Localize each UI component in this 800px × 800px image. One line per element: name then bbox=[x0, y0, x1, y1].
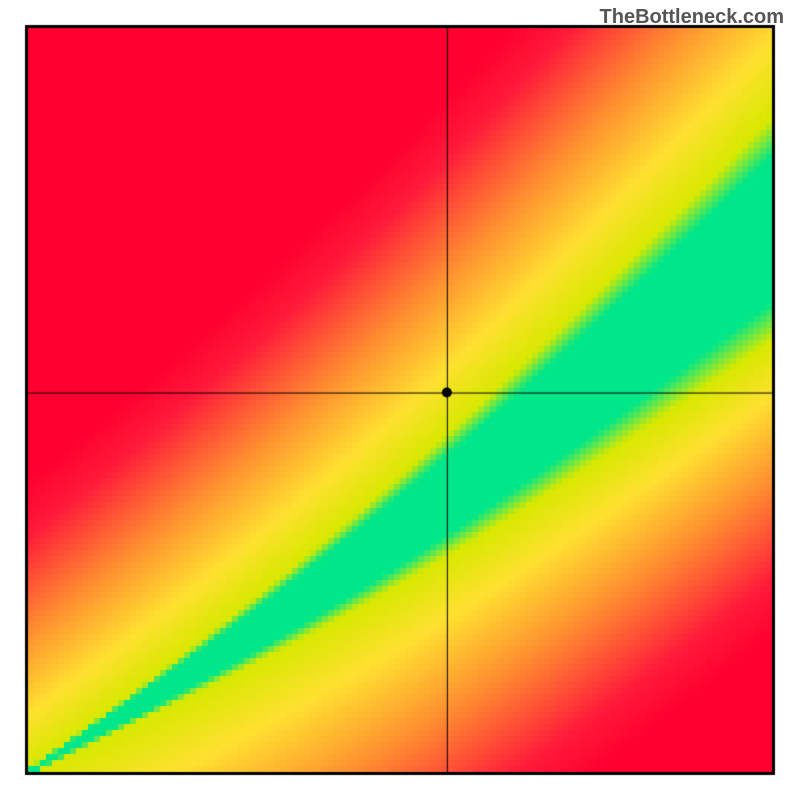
chart-container: TheBottleneck.com bbox=[0, 0, 800, 800]
watermark-label: TheBottleneck.com bbox=[600, 6, 784, 29]
bottleneck-heatmap-canvas bbox=[0, 0, 800, 800]
